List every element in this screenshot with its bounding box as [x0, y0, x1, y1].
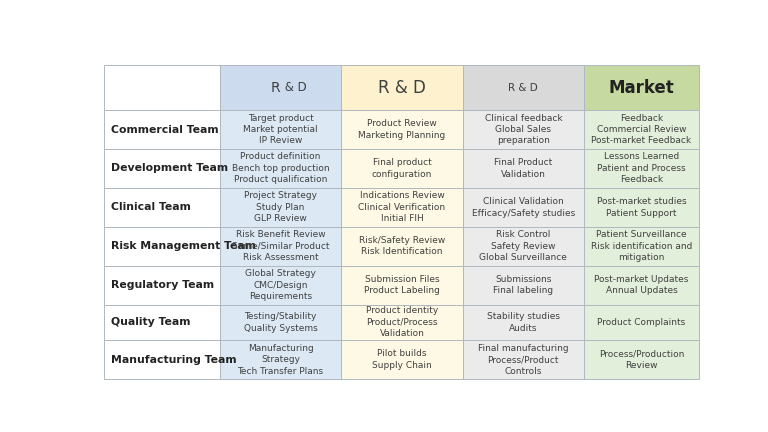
Bar	[584, 188, 699, 227]
Text: Final manufacturing
Process/Product
Controls: Final manufacturing Process/Product Cont…	[478, 344, 568, 376]
Bar	[584, 149, 699, 188]
Text: Project Strategy
Study Plan
GLP Review: Project Strategy Study Plan GLP Review	[244, 191, 317, 223]
Text: Product definition
Bench top production
Product qualification: Product definition Bench top production …	[232, 152, 329, 184]
Text: Quality Team: Quality Team	[111, 318, 190, 327]
Bar	[220, 149, 341, 188]
Bar	[341, 110, 462, 149]
Bar	[341, 266, 462, 305]
Bar	[462, 188, 584, 227]
Text: Commercial Team: Commercial Team	[111, 124, 219, 134]
Bar	[341, 149, 462, 188]
Bar	[104, 188, 220, 227]
Bar	[462, 340, 584, 379]
Text: Post-market Updates
Annual Updates: Post-market Updates Annual Updates	[594, 275, 689, 295]
Bar	[584, 340, 699, 379]
Bar	[462, 227, 584, 266]
Bar	[462, 266, 584, 305]
Bar	[220, 266, 341, 305]
Text: R: R	[271, 81, 280, 95]
Bar	[584, 266, 699, 305]
Text: Risk Control
Safety Review
Global Surveillance: Risk Control Safety Review Global Survei…	[479, 230, 568, 262]
Text: Product Review
Marketing Planning: Product Review Marketing Planning	[359, 119, 445, 140]
Text: Indications Review
Clinical Verification
Initial FIH: Indications Review Clinical Verification…	[359, 191, 445, 223]
Bar	[341, 227, 462, 266]
Text: Product Complaints: Product Complaints	[598, 318, 686, 327]
Bar	[584, 65, 699, 110]
Bar	[220, 305, 341, 340]
Text: Lessons Learned
Patient and Process
Feedback: Lessons Learned Patient and Process Feed…	[598, 152, 686, 184]
Bar	[220, 340, 341, 379]
Text: Testing/Stability
Quality Systems: Testing/Stability Quality Systems	[243, 312, 317, 333]
Bar	[104, 65, 220, 110]
Text: Clinical Validation
Efficacy/Safety studies: Clinical Validation Efficacy/Safety stud…	[472, 197, 575, 218]
Text: Submission Files
Product Labeling: Submission Files Product Labeling	[364, 275, 440, 295]
Bar	[584, 227, 699, 266]
Text: Post-market studies
Patient Support: Post-market studies Patient Support	[597, 197, 687, 218]
Bar	[220, 110, 341, 149]
Bar	[104, 110, 220, 149]
Text: Regulatory Team: Regulatory Team	[111, 280, 214, 290]
Bar	[462, 149, 584, 188]
Text: Manufacturing
Strategy
Tech Transfer Plans: Manufacturing Strategy Tech Transfer Pla…	[237, 344, 323, 376]
Text: Feedback
Commercial Review
Post-market Feedback: Feedback Commercial Review Post-market F…	[591, 114, 691, 146]
Bar	[220, 188, 341, 227]
Text: Target product
Market potential
IP Review: Target product Market potential IP Revie…	[243, 114, 318, 146]
Bar	[584, 110, 699, 149]
Text: Final product
configuration: Final product configuration	[372, 158, 432, 179]
Text: Market: Market	[608, 79, 674, 97]
Bar	[462, 110, 584, 149]
Text: Stability studies
Audits: Stability studies Audits	[487, 312, 560, 333]
Text: Pilot builds
Supply Chain: Pilot builds Supply Chain	[372, 349, 432, 370]
Text: Clinical feedback
Global Sales
preparation: Clinical feedback Global Sales preparati…	[485, 114, 562, 146]
Text: R & D: R & D	[508, 83, 538, 92]
Text: Clinical Team: Clinical Team	[111, 202, 190, 213]
Bar	[220, 227, 341, 266]
Text: Submissions
Final labeling: Submissions Final labeling	[493, 275, 554, 295]
Text: R & D: R & D	[378, 79, 426, 97]
Bar	[341, 305, 462, 340]
Bar	[104, 340, 220, 379]
Text: & D: & D	[280, 81, 306, 94]
Text: Process/Production
Review: Process/Production Review	[599, 349, 684, 370]
Bar	[341, 65, 462, 110]
Bar	[104, 227, 220, 266]
Text: Development Team: Development Team	[111, 163, 228, 173]
Bar	[104, 305, 220, 340]
Text: Risk Management Team: Risk Management Team	[111, 241, 256, 251]
Text: Global Strategy
CMC/Design
Requirements: Global Strategy CMC/Design Requirements	[245, 269, 316, 301]
Bar	[104, 149, 220, 188]
Bar	[462, 305, 584, 340]
Bar	[341, 188, 462, 227]
Bar	[462, 65, 584, 110]
Bar	[341, 340, 462, 379]
Bar	[584, 305, 699, 340]
Bar	[220, 65, 341, 110]
Text: Patient Surveillance
Risk identification and
mitigation: Patient Surveillance Risk identification…	[591, 230, 692, 262]
Bar	[104, 266, 220, 305]
Text: Manufacturing Team: Manufacturing Team	[111, 355, 237, 365]
Text: Product identity
Product/Process
Validation: Product identity Product/Process Validat…	[366, 306, 438, 338]
Text: Risk/Safety Review
Risk Identification: Risk/Safety Review Risk Identification	[359, 236, 445, 257]
Text: Final Product
Validation: Final Product Validation	[495, 158, 552, 179]
Text: Risk Benefit Review
Same/Similar Product
Risk Assessment: Risk Benefit Review Same/Similar Product…	[232, 230, 329, 262]
